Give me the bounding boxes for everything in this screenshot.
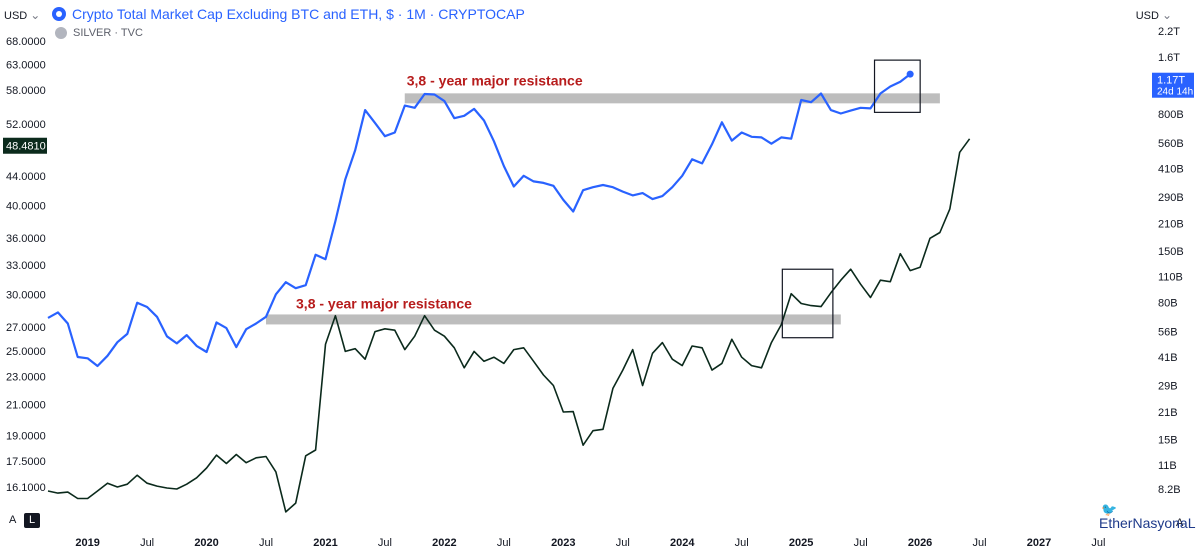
- right-axis[interactable]: 2.2T 1.6T 800B 560B 410B 290B 210B 150B 110B 80B 5…: [1152, 26, 1194, 496]
- time-axis-tick-3: Jul: [259, 537, 273, 549]
- currency-left-label: USD: [4, 10, 28, 22]
- chevron-down-icon: ⌄: [1161, 8, 1172, 22]
- left-axis-tick-3: 52.0000: [6, 119, 46, 131]
- overlay-symbol-text: SILVER · TVC: [73, 27, 143, 39]
- highlight-box-silver: [873, 59, 921, 113]
- right-axis-tick-3: 800B: [1158, 109, 1184, 121]
- auto-scale-left-button[interactable]: A: [9, 514, 17, 526]
- right-current-value: 1.17T: [1157, 75, 1185, 87]
- crypto-logo-icon: [52, 7, 66, 21]
- left-axis[interactable]: 68.000063.000058.000052.000048.000044.00…: [3, 36, 47, 494]
- left-axis-tick-5: 44.0000: [6, 171, 46, 183]
- currency-right[interactable]: USD ⌄: [1136, 8, 1172, 22]
- right-current-value-tag: [1152, 72, 1194, 98]
- right-axis-tick-5: 410B: [1158, 164, 1184, 176]
- time-axis-tick-7: Jul: [497, 537, 511, 549]
- time-axis-tick-9: Jul: [616, 537, 630, 549]
- resistance-band-1: [266, 314, 841, 325]
- time-axis-tick-2: 2020: [194, 537, 218, 549]
- left-current-value: 48.4810: [6, 141, 46, 153]
- time-axis-tick-8: 2023: [551, 537, 575, 549]
- right-axis-tick-0: 2.2T: [1158, 26, 1180, 38]
- right-axis-tick-1: 1.6T: [1158, 52, 1180, 64]
- right-axis-tick-9: 110B: [1158, 271, 1183, 283]
- left-axis-tick-7: 36.0000: [6, 233, 46, 245]
- symbol-title[interactable]: Crypto Total Market Cap Excluding BTC an…: [52, 6, 525, 22]
- series-layer: [47, 70, 971, 513]
- time-axis-tick-16: 2027: [1027, 537, 1051, 549]
- right-axis-tick-16: 11B: [1158, 460, 1177, 472]
- left-axis-tick-11: 25.0000: [6, 346, 46, 358]
- auto-scale-right-button[interactable]: A: [1176, 517, 1184, 529]
- time-axis-tick-12: 2025: [789, 537, 813, 549]
- right-axis-tick-15: 15B: [1158, 435, 1178, 447]
- resistance-bands: [266, 93, 940, 325]
- overlay-symbol[interactable]: SILVER · TVC: [55, 27, 143, 39]
- left-axis-tick-1: 63.0000: [6, 60, 46, 72]
- currency-right-label: USD: [1135, 10, 1159, 22]
- right-axis-tick-12: 41B: [1158, 352, 1178, 364]
- right-axis-tick-13: 29B: [1158, 381, 1178, 393]
- right-axis-tick-10: 80B: [1158, 297, 1178, 309]
- twitter-bird-icon: 🐦: [1101, 502, 1118, 517]
- right-axis-tick-14: 21B: [1158, 407, 1178, 419]
- right-current-countdown: 24d 14h: [1157, 87, 1193, 98]
- time-axis-tick-17: Jul: [1091, 537, 1105, 549]
- time-axis-tick-15: Jul: [973, 537, 987, 549]
- left-axis-tick-9: 30.0000: [6, 289, 46, 301]
- annotation-label-1: 3,8 - year major resistance: [296, 295, 472, 311]
- series-line-1: [47, 138, 971, 513]
- time-axis-tick-10: 2024: [670, 537, 695, 549]
- right-axis-tick-8: 150B: [1158, 246, 1184, 258]
- time-axis-tick-13: Jul: [854, 537, 868, 549]
- left-axis-tick-10: 27.0000: [6, 322, 46, 334]
- right-axis-tick-17: 8.2B: [1158, 484, 1181, 496]
- right-axis-tick-6: 290B: [1158, 192, 1184, 204]
- currency-left[interactable]: USD ⌄: [4, 8, 40, 22]
- highlight-box-marketcap: [781, 268, 834, 339]
- chevron-down-icon: ⌄: [30, 8, 41, 22]
- time-axis-tick-6: 2022: [432, 537, 456, 549]
- left-axis-tick-2: 58.0000: [6, 85, 46, 97]
- log-scale-button[interactable]: L: [24, 513, 40, 528]
- time-axis-tick-1: Jul: [140, 537, 154, 549]
- left-axis-tick-16: 16.1000: [6, 482, 46, 494]
- time-axis-tick-0: 2019: [75, 537, 99, 549]
- series-last-point: [906, 70, 914, 78]
- right-axis-tick-7: 210B: [1158, 218, 1184, 230]
- time-axis-tick-14: 2026: [908, 537, 932, 549]
- annotation-label-0: 3,8 - year major resistance: [407, 72, 583, 88]
- left-axis-tick-15: 17.5000: [6, 456, 46, 468]
- symbol-title-text: Crypto Total Market Cap Excluding BTC an…: [72, 6, 525, 22]
- silver-symbol-icon: [55, 27, 67, 39]
- left-axis-tick-8: 33.0000: [6, 260, 46, 272]
- time-axis-tick-11: Jul: [735, 537, 749, 549]
- left-current-value-tag: [3, 137, 47, 154]
- left-axis-tick-0: 68.0000: [6, 36, 46, 48]
- left-axis-tick-14: 19.0000: [6, 431, 46, 443]
- right-axis-tick-11: 56B: [1158, 327, 1178, 339]
- right-axis-tick-4: 560B: [1158, 138, 1184, 150]
- watermark-brand: EtherNasyonaL: [1099, 515, 1196, 531]
- resistance-band-0: [404, 93, 940, 104]
- time-axis-tick-4: 2021: [313, 537, 337, 549]
- left-axis-tick-6: 40.0000: [6, 200, 46, 212]
- time-axis-tick-5: Jul: [378, 537, 392, 549]
- left-axis-tick-13: 21.0000: [6, 400, 46, 412]
- left-axis-tick-12: 23.0000: [6, 372, 46, 384]
- time-axis[interactable]: 2019 Jul 2020 Jul 2021 Jul 2022 Jul 2023 Jul 2024 J…: [75, 537, 1105, 549]
- series-line-0: [47, 73, 911, 368]
- annotations: 3,8 - year major resistance 3,8 - year ma…: [296, 59, 921, 339]
